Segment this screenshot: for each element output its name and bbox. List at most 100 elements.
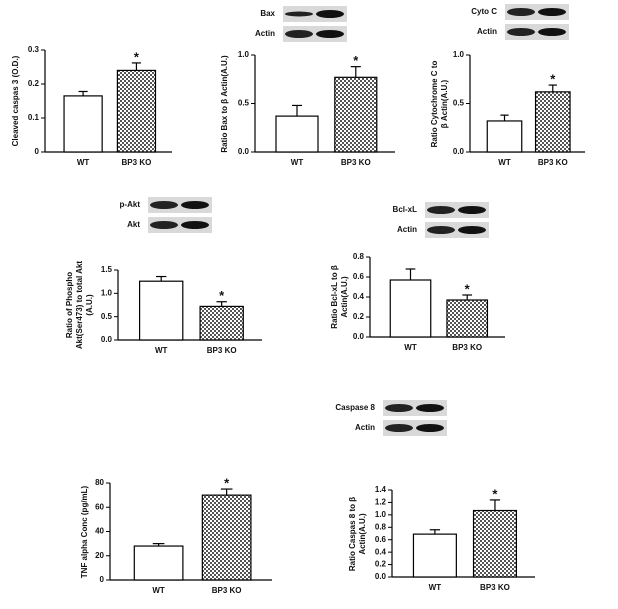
blot-label: Bax	[260, 9, 275, 18]
blot-band	[458, 206, 486, 214]
significance-mark: *	[134, 49, 140, 64]
blot-band	[458, 226, 486, 234]
y-axis-label: Ratio of Phospho Akt(Ser473) to total Ak…	[65, 260, 94, 350]
y-tick-label: 0.3	[28, 45, 40, 54]
blot-label: Actin	[355, 423, 375, 432]
y-tick-label: 0.8	[353, 252, 365, 261]
bar	[201, 494, 252, 581]
blot-band	[385, 424, 413, 432]
significance-mark: *	[353, 53, 359, 68]
significance-mark: *	[492, 486, 498, 501]
blot-band	[316, 30, 344, 38]
significance-mark: *	[224, 476, 230, 491]
y-tick-label: 0.4	[353, 292, 365, 301]
y-axis-label: Cleaved caspas 3 (O.D.)	[11, 55, 20, 147]
y-tick-label: 20	[95, 551, 104, 560]
y-tick-label: 0.0	[101, 335, 113, 344]
y-tick-label: 0.1	[28, 113, 40, 122]
x-tick-label: BP3 KO	[207, 346, 237, 355]
blot-band	[181, 221, 209, 229]
blot-band	[316, 10, 344, 18]
bar	[139, 280, 184, 341]
bar	[534, 91, 571, 153]
blot-label: Bcl-xL	[393, 205, 418, 214]
y-tick-label: 0	[35, 147, 40, 156]
bar	[63, 95, 103, 153]
blot-band	[285, 11, 313, 17]
y-tick-label: 0	[100, 575, 105, 584]
bar	[486, 120, 523, 153]
y-tick-label: 1.0	[101, 288, 113, 297]
significance-mark: *	[465, 281, 471, 296]
bar	[275, 115, 319, 153]
blot-band	[538, 8, 566, 16]
x-tick-label: BP3 KO	[341, 158, 371, 167]
x-tick-label: WT	[404, 343, 417, 352]
blot-label: Actin	[477, 27, 497, 36]
blot-band	[507, 8, 535, 16]
y-tick-label: 0.2	[375, 560, 387, 569]
y-tick-label: 1.0	[238, 50, 250, 59]
bar	[116, 69, 157, 153]
blot-band	[385, 404, 413, 412]
blot-band	[427, 226, 455, 234]
x-tick-label: WT	[429, 583, 442, 592]
y-axis-label: Ratio Bax to β Actin(A.U.)	[220, 54, 229, 153]
blot-band	[150, 221, 178, 229]
y-tick-label: 60	[95, 502, 104, 511]
y-tick-label: 1.0	[453, 50, 465, 59]
x-tick-label: BP3 KO	[480, 583, 510, 592]
blot-label: Actin	[397, 225, 417, 234]
blot-band	[150, 201, 178, 209]
bar	[389, 279, 432, 338]
blot-band	[416, 404, 444, 412]
blot-label: Cyto C	[471, 7, 497, 16]
blot-band	[416, 424, 444, 432]
blot-label: p-Akt	[120, 200, 141, 209]
y-tick-label: 40	[95, 527, 104, 536]
bar	[133, 545, 184, 581]
blot-label: Actin	[255, 29, 275, 38]
y-axis-label: Ratio Cytochrome C to β Actin(A.U.)	[430, 60, 449, 147]
y-tick-label: 0.5	[101, 312, 113, 321]
y-tick-label: 0.2	[353, 312, 365, 321]
y-tick-label: 1.2	[375, 498, 387, 507]
blot-strip	[283, 6, 347, 22]
y-tick-label: 1.4	[375, 485, 387, 494]
bar	[412, 533, 457, 578]
blot-band	[538, 28, 566, 36]
y-tick-label: 0.0	[375, 572, 387, 581]
bar	[334, 76, 378, 153]
x-tick-label: WT	[152, 586, 165, 595]
blot-band	[427, 206, 455, 214]
x-tick-label: WT	[155, 346, 168, 355]
significance-mark: *	[219, 288, 225, 303]
bar	[472, 509, 518, 578]
y-tick-label: 0.6	[353, 272, 365, 281]
x-tick-label: WT	[498, 158, 511, 167]
y-axis-label: Ratio Bcl-xL to β Actin(A.U.)	[330, 265, 349, 329]
y-tick-label: 1.0	[375, 510, 387, 519]
x-tick-label: BP3 KO	[452, 343, 482, 352]
bar	[446, 299, 489, 338]
y-tick-label: 0.4	[375, 547, 387, 556]
x-tick-label: BP3 KO	[538, 158, 568, 167]
blot-band	[507, 28, 535, 36]
y-tick-label: 0.5	[238, 99, 250, 108]
x-tick-label: WT	[77, 158, 90, 167]
y-tick-label: 80	[95, 478, 104, 487]
x-tick-label: BP3 KO	[212, 586, 242, 595]
blot-label: Caspase 8	[335, 403, 375, 412]
blot-band	[181, 201, 209, 209]
y-tick-label: 0.8	[375, 522, 387, 531]
y-axis-label: Ratio Caspas 8 to β Actin(A.U.)	[348, 496, 367, 571]
y-tick-label: 0.6	[375, 535, 387, 544]
y-axis-label: TNF alpha Conc (pg/mL)	[80, 485, 89, 578]
y-tick-label: 0.5	[453, 99, 465, 108]
y-tick-label: 0.0	[353, 332, 365, 341]
y-tick-label: 0.0	[453, 147, 465, 156]
x-tick-label: WT	[291, 158, 304, 167]
blot-label: Akt	[127, 220, 140, 229]
bar	[199, 305, 244, 341]
